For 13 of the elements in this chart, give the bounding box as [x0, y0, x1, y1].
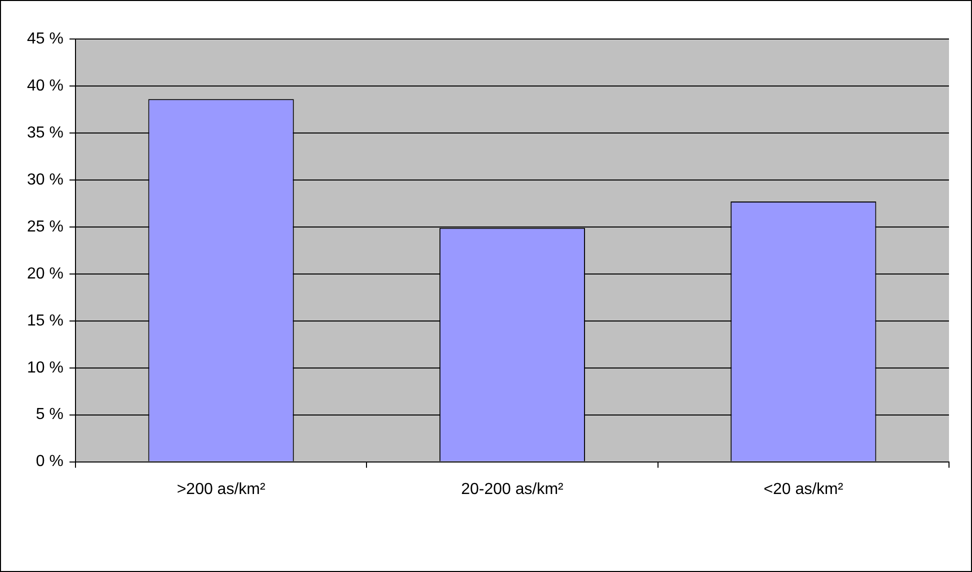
y-tick-label: 5 % [36, 406, 64, 424]
y-tick-label: 0 % [36, 453, 64, 470]
x-tick-label: <20 as/km² [764, 480, 844, 498]
y-tick-label: 20 % [27, 265, 64, 282]
y-tick-label: 15 % [27, 312, 64, 330]
y-tick-label: 10 % [27, 359, 64, 376]
y-tick-label: 40 % [27, 77, 64, 94]
x-tick-label: >200 as/km² [176, 480, 266, 498]
y-tick-label: 45 % [27, 30, 64, 48]
x-tick-label: 20-200 as/km² [461, 480, 564, 498]
y-tick-label: 30 % [27, 171, 64, 188]
y-tick-label: 35 % [27, 124, 64, 142]
y-tick-label: 25 % [27, 218, 64, 236]
